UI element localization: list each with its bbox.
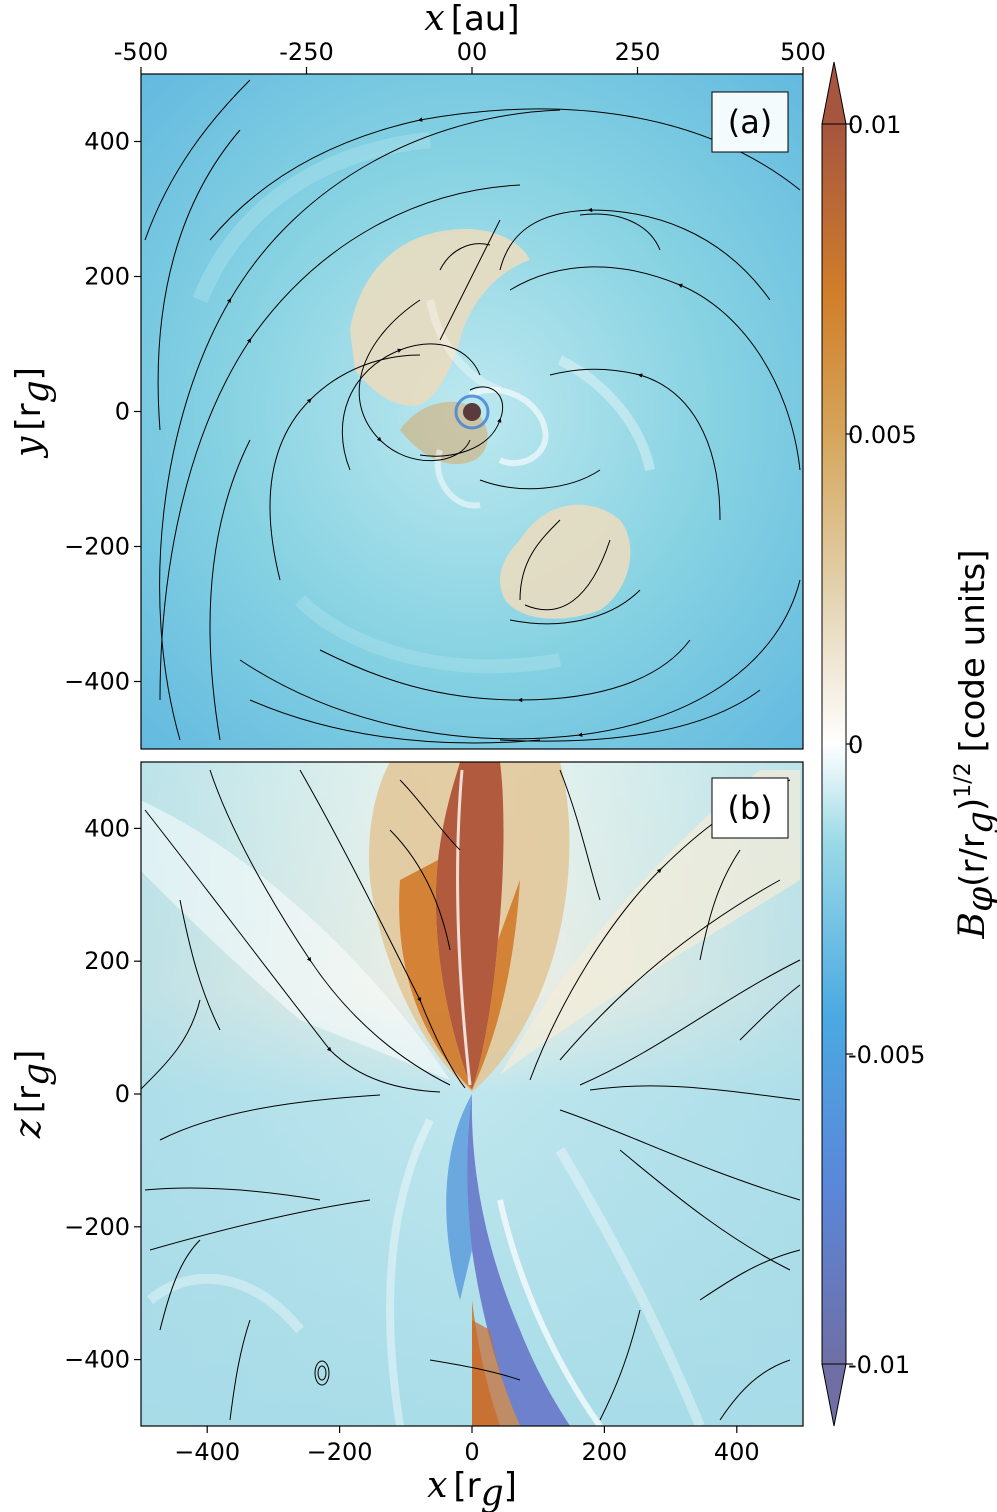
x-tick-label: 400 xyxy=(714,1438,760,1466)
panel-b-closed-loop xyxy=(314,1360,330,1386)
x-tick-label: −200 xyxy=(307,1438,373,1466)
y-tick-label: 0 xyxy=(115,1080,130,1108)
top-x-tick-label: -250 xyxy=(279,38,333,66)
colorbar-gradient xyxy=(821,123,847,1365)
y-tick-label: 200 xyxy=(84,263,130,291)
colorbar-tick-label: -0.01 xyxy=(848,1351,910,1379)
colorbar-tick-label: -0.005 xyxy=(848,1041,925,1069)
panel-a-lower-arm xyxy=(500,504,631,619)
top-x-tick-label: 250 xyxy=(615,38,661,66)
y-tick-label: 200 xyxy=(84,947,130,975)
colorbar: 0.01 0.005 0 -0.005 -0.01 Bφ(r/rg)1/2[code u… xyxy=(821,61,997,1427)
panel-b-y-label: z[rg] xyxy=(8,1050,57,1140)
panel-a-streamlines xyxy=(144,79,801,744)
panel-a-y-label: y[rg] xyxy=(8,367,57,459)
colorbar-bottom-extension xyxy=(821,1363,847,1427)
colorbar-label: Bφ(r/rg)1/2[code units] xyxy=(951,549,997,939)
panel-b-jet-lower xyxy=(467,1094,570,1426)
top-x-tick-label: 500 xyxy=(780,38,826,66)
y-tick-label: 400 xyxy=(84,128,130,156)
panel-a-top-x-ticks: -500 -250 00 250 500 xyxy=(114,38,826,74)
bottom-x-axis-label: x [rg] xyxy=(427,1465,517,1512)
panel-b-x-ticks: −400 −200 0 200 400 xyxy=(174,1426,760,1466)
panel-a-core xyxy=(463,403,481,421)
panel-a-upper-arm xyxy=(350,229,530,406)
top-x-tick-label: 00 xyxy=(457,38,488,66)
colorbar-tick-label: 0 xyxy=(848,731,863,759)
top-x-axis-label: x [au] xyxy=(424,0,519,39)
panel-b-label: (b) xyxy=(727,789,772,827)
y-tick-label: −200 xyxy=(64,1213,130,1241)
colorbar-tick-label: 0.005 xyxy=(848,421,917,449)
y-tick-label: 400 xyxy=(84,814,130,842)
panel-a-y-ticks: 400 200 0 −200 −400 xyxy=(64,128,141,696)
y-tick-label: −200 xyxy=(64,533,130,561)
panel-b-jet-upper xyxy=(435,762,504,1090)
y-tick-label: −400 xyxy=(64,1346,130,1374)
colorbar-tick-label: 0.01 xyxy=(848,111,901,139)
panel-a: (a) 400 200 0 −200 −400 y[rg] -500 -250 00 250 5… xyxy=(8,0,826,750)
panel-b-streamlines xyxy=(141,769,801,1421)
panel-a-label: (a) xyxy=(728,103,773,141)
x-tick-label: −400 xyxy=(174,1438,240,1466)
y-tick-label: −400 xyxy=(64,668,130,696)
colorbar-ticks: 0.01 0.005 0 -0.005 -0.01 xyxy=(846,111,925,1379)
x-tick-label: 200 xyxy=(581,1438,627,1466)
top-x-tick-label: -500 xyxy=(114,38,168,66)
colorbar-top-extension xyxy=(821,61,847,125)
panel-b-y-ticks: 400 200 0 −200 −400 xyxy=(64,814,141,1374)
x-tick-label: 0 xyxy=(464,1438,479,1466)
y-tick-label: 0 xyxy=(115,398,130,426)
